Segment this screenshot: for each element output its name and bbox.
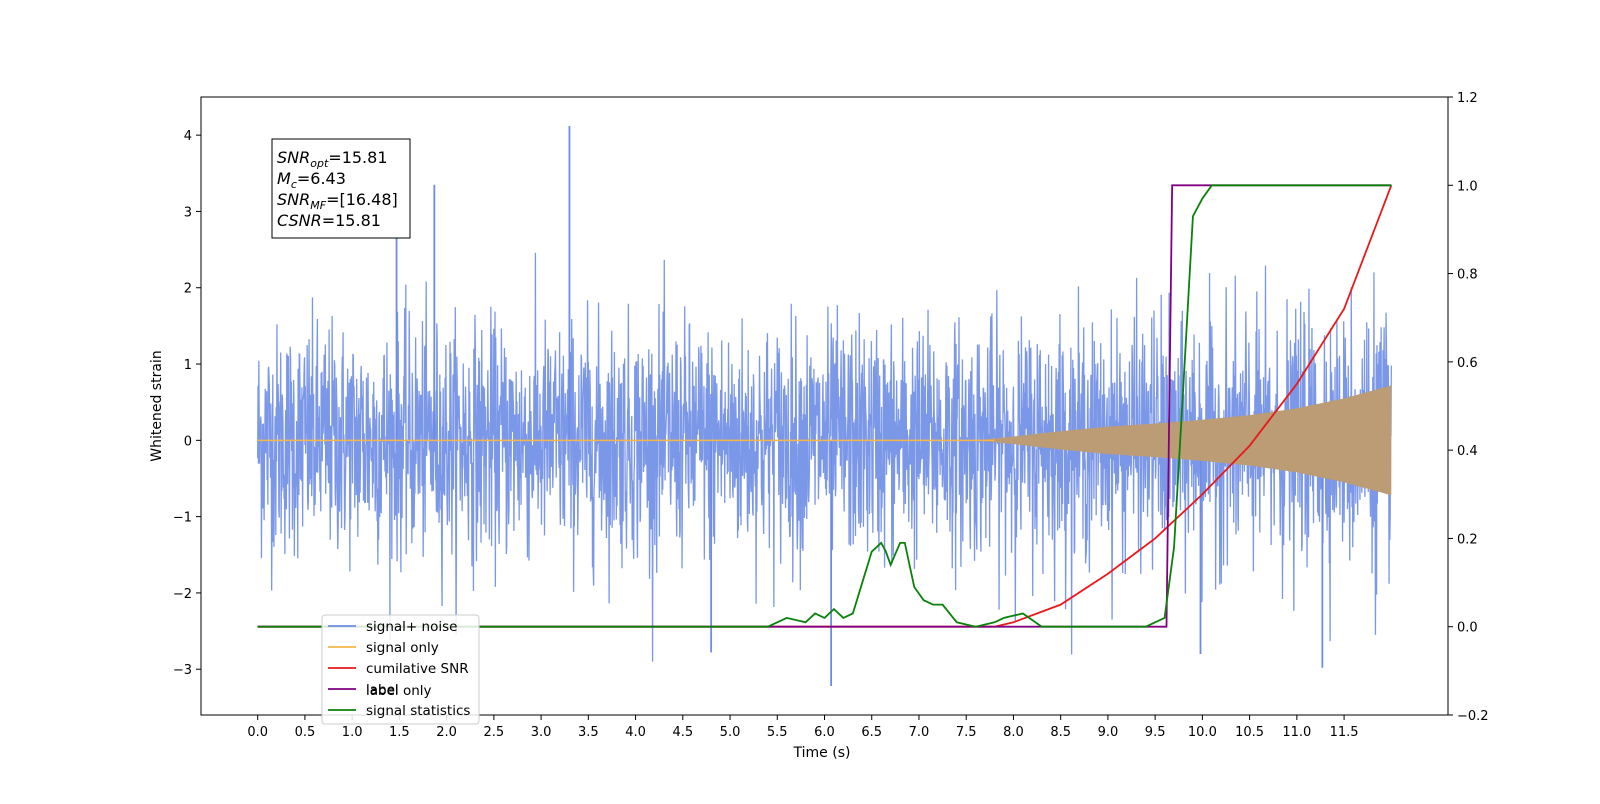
y-tick-label: 3	[184, 205, 192, 220]
x-tick-label: 10.5	[1235, 725, 1264, 740]
y-tick-label: 0	[184, 434, 192, 449]
annotation-line: CSNR=15.81	[277, 211, 381, 230]
annotation-box: SNRopt=15.81Mc=6.43SNRMF=[16.48]CSNR=15.…	[271, 138, 411, 239]
x-tick-label: 10.0	[1188, 725, 1217, 740]
y-tick-label: 4	[184, 129, 192, 144]
annotation-line: SNRopt=15.81	[277, 148, 388, 170]
y2-tick-label: 0.4	[1457, 444, 1478, 459]
annotation-line: SNRMF=[16.48]	[277, 190, 398, 212]
annotation-frame	[271, 138, 411, 239]
x-tick-label: 6.5	[861, 725, 882, 740]
x-tick-label: 6.0	[814, 725, 835, 740]
x-tick-label: 9.0	[1098, 725, 1119, 740]
x-tick-label: 2.0	[436, 725, 457, 740]
legend-label: cumilative SNR	[366, 661, 469, 677]
y2-tick-label: 0.0	[1457, 621, 1478, 636]
x-tick-label: 8.5	[1050, 725, 1071, 740]
x-tick-label: 11.0	[1282, 725, 1311, 740]
legend: label only signal+ noise signal only cumila…	[321, 614, 480, 725]
series-signal-only	[257, 385, 1392, 496]
series-cumulative-snr	[257, 184, 1393, 628]
x-tick-label: 1.0	[342, 725, 363, 740]
y2-tick-label: 0.2	[1457, 532, 1478, 547]
x-tick-label: 7.0	[909, 725, 930, 740]
y2-tick-label: 1.0	[1457, 179, 1478, 194]
annotation-line: Mc=6.43	[277, 169, 346, 191]
x-tick-label: 3.0	[531, 725, 552, 740]
y-tick-label: −3	[173, 663, 192, 678]
x-tick-label: 0.0	[247, 725, 268, 740]
legend-label: signal+ noise	[366, 619, 457, 635]
y-tick-label: −2	[173, 587, 192, 602]
y-tick-label: −1	[173, 511, 192, 526]
y2-tick-label: 0.8	[1457, 268, 1478, 283]
x-tick-label: 5.0	[720, 725, 741, 740]
series-signal-statistics	[257, 184, 1392, 628]
y2-tick-label: 0.6	[1457, 356, 1478, 371]
y2-tick-label: −0.2	[1457, 709, 1489, 724]
x-axis-label: Time (s)	[793, 745, 851, 761]
x-tick-label: 8.0	[1003, 725, 1024, 740]
y-axis-label: Whitened strain	[149, 350, 165, 461]
legend-label: signal only	[366, 640, 439, 656]
y-tick-label: 2	[184, 282, 192, 297]
x-tick-label: 0.5	[295, 725, 316, 740]
x-tick-label: 1.5	[389, 725, 410, 740]
legend-label: signal statistics	[366, 703, 470, 719]
x-tick-label: 3.5	[578, 725, 599, 740]
legend-label: label	[366, 682, 399, 698]
x-tick-label: 4.5	[672, 725, 693, 740]
y2-tick-label: 1.2	[1457, 91, 1478, 106]
y-tick-label: 1	[184, 358, 192, 373]
x-tick-label: 9.5	[1145, 725, 1166, 740]
legend-frame	[321, 614, 480, 725]
x-tick-label: 11.5	[1330, 725, 1359, 740]
legend-overlap-text: label only	[366, 683, 432, 699]
x-tick-label: 7.5	[956, 725, 977, 740]
x-tick-label: 5.5	[767, 725, 788, 740]
x-tick-label: 2.5	[484, 725, 505, 740]
x-tick-label: 4.0	[625, 725, 646, 740]
